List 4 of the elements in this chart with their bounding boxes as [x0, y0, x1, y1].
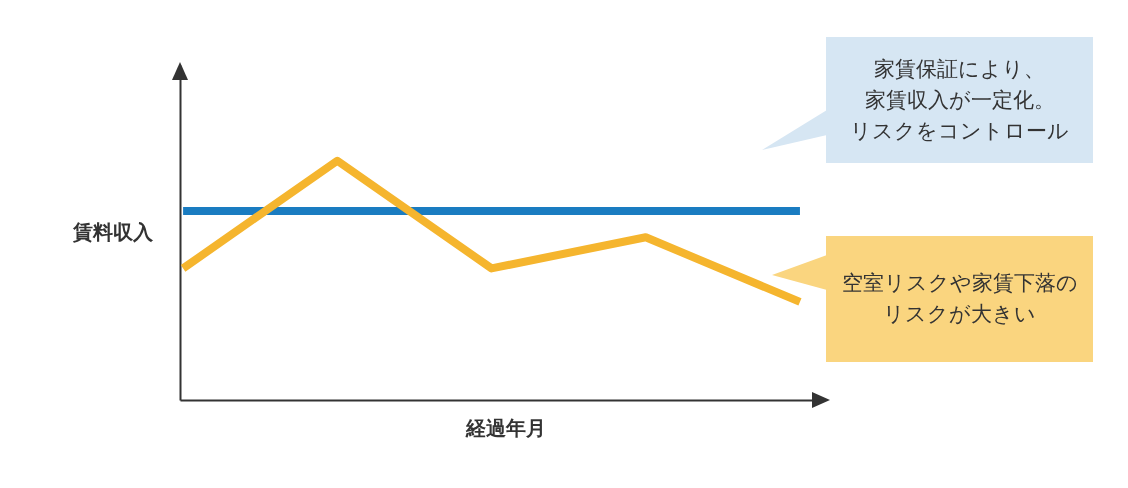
text: 空室リスクや家賃下落のリスクが大きい: [840, 270, 1079, 328]
x-axis-title: 経過年月: [464, 415, 546, 440]
y-axis-title: 賃料収入: [71, 219, 154, 244]
text: 家賃保証により、家賃収入が一定化。リスクをコントロール: [849, 55, 1070, 145]
